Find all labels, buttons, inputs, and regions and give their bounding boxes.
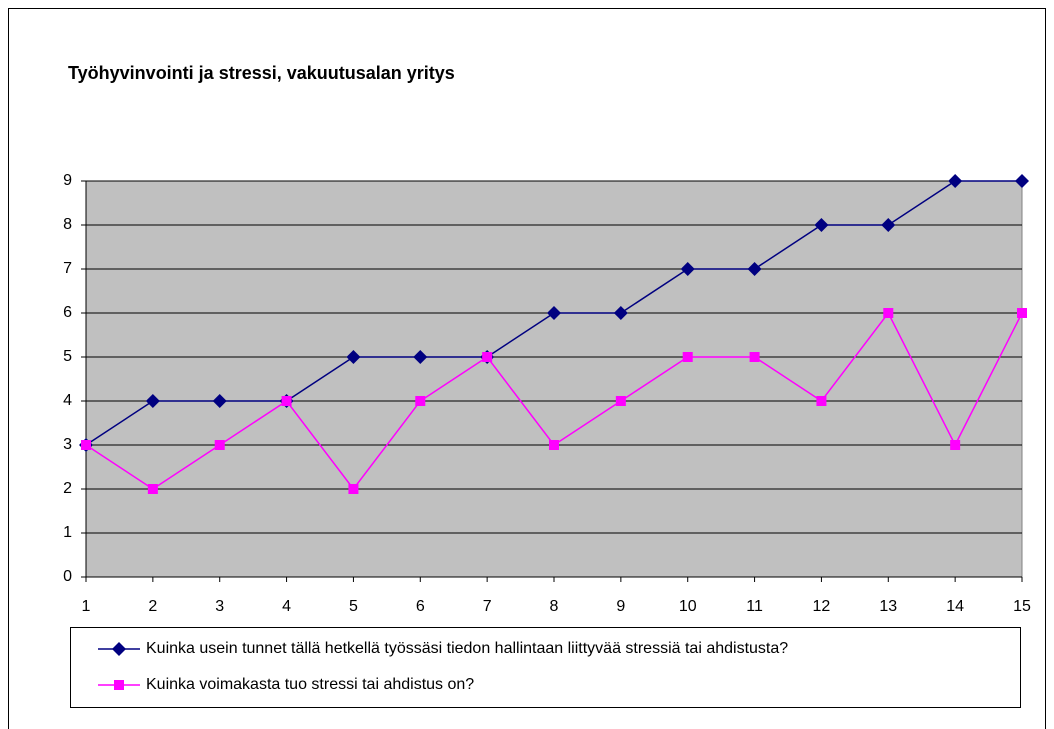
x-tick-label: 4 xyxy=(282,598,291,615)
marker xyxy=(348,484,359,494)
marker xyxy=(81,440,91,450)
marker xyxy=(615,396,626,406)
plot-area xyxy=(85,180,1023,578)
marker xyxy=(549,440,559,450)
legend-marker xyxy=(114,680,124,690)
marker xyxy=(346,350,361,364)
legend-label: Kuinka voimakasta tuo stressi tai ahdist… xyxy=(146,676,474,693)
x-tick-label: 6 xyxy=(416,598,425,615)
marker xyxy=(883,308,894,318)
x-tick-label: 1 xyxy=(82,598,91,615)
marker xyxy=(415,396,426,406)
marker xyxy=(747,262,762,276)
marker xyxy=(950,440,961,450)
y-tick-label: 7 xyxy=(63,260,72,277)
y-tick-label: 4 xyxy=(63,392,72,409)
y-tick-label: 0 xyxy=(63,568,72,585)
y-tick-label: 3 xyxy=(63,436,72,453)
x-tick-label: 11 xyxy=(746,598,763,615)
x-tick-label: 9 xyxy=(616,598,625,615)
x-tick-label: 10 xyxy=(679,598,697,615)
y-tick-label: 2 xyxy=(63,480,72,497)
marker xyxy=(680,262,695,276)
x-tick-label: 12 xyxy=(813,598,831,615)
legend xyxy=(70,627,1021,708)
x-tick-label: 13 xyxy=(879,598,897,615)
y-tick-label: 5 xyxy=(63,348,72,365)
marker xyxy=(881,218,896,232)
marker xyxy=(413,350,428,364)
marker xyxy=(682,352,693,362)
x-tick-label: 15 xyxy=(1013,598,1031,615)
marker xyxy=(1017,308,1027,318)
x-tick-label: 7 xyxy=(483,598,492,615)
y-tick-label: 9 xyxy=(63,172,72,189)
marker xyxy=(214,440,225,450)
chart-title: Työhyvinvointi ja stressi, vakuutusalan … xyxy=(68,63,455,83)
marker xyxy=(1015,174,1029,188)
marker xyxy=(948,174,963,188)
legend-label: Kuinka usein tunnet tällä hetkellä työss… xyxy=(146,640,788,657)
y-tick-label: 6 xyxy=(63,304,72,321)
y-tick-label: 8 xyxy=(63,216,72,233)
x-tick-label: 3 xyxy=(215,598,224,615)
marker xyxy=(749,352,760,362)
marker xyxy=(145,394,160,408)
x-tick-label: 14 xyxy=(946,598,964,615)
marker xyxy=(814,218,829,232)
marker xyxy=(482,352,493,362)
marker xyxy=(613,306,628,320)
x-tick-label: 5 xyxy=(349,598,358,615)
legend-marker xyxy=(112,642,126,656)
marker xyxy=(281,396,292,406)
x-tick-label: 8 xyxy=(550,598,559,615)
marker xyxy=(212,394,227,408)
marker xyxy=(147,484,158,494)
marker xyxy=(816,396,827,406)
y-tick-label: 1 xyxy=(63,524,72,541)
marker xyxy=(547,306,561,320)
x-tick-label: 2 xyxy=(148,598,157,615)
